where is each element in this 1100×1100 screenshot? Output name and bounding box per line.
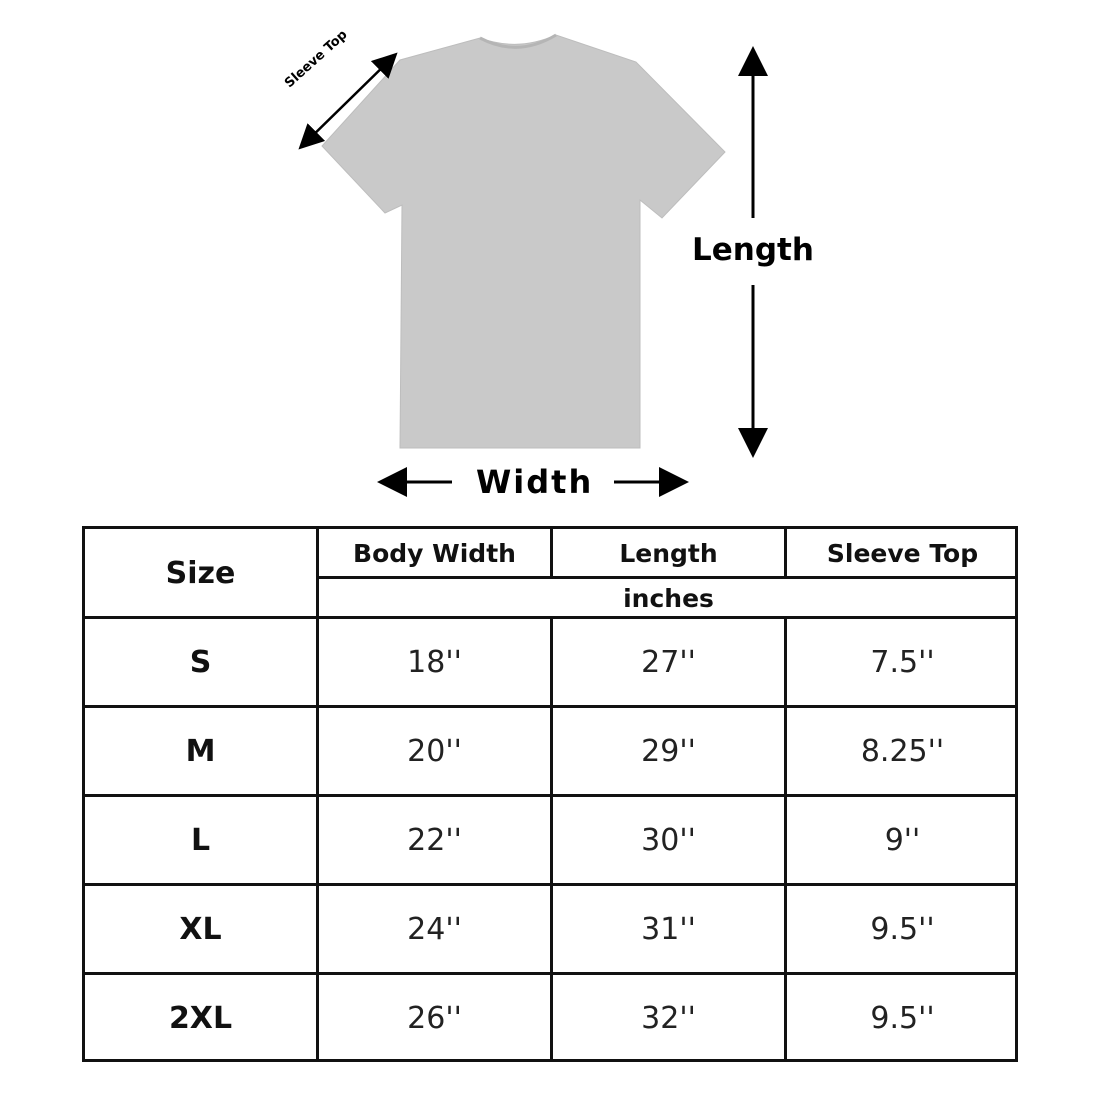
measurement-cell: 31'' [641,911,696,947]
size-cell: M [185,733,216,769]
sleeve-arrow [298,52,398,150]
measurement-cell: 18'' [407,644,462,680]
size-table: Size Body Width Length Sleeve Top inches… [82,526,1018,1062]
measurement-cell: 20'' [407,733,462,769]
measurement-cell: 9'' [884,822,921,858]
size-cell: 2XL [168,1000,233,1036]
size-header: Size [165,555,236,591]
width-label: Width [476,463,594,501]
measurement-cell: 8.25'' [860,733,945,769]
measurement-cell: 7.5'' [870,644,935,680]
tshirt-image [321,34,726,449]
measurement-cell: 29'' [641,733,696,769]
measurement-cell: 24'' [407,911,462,947]
measurement-cell: 26'' [407,1000,462,1036]
unit-label: inches [623,583,714,613]
measurement-cell: 22'' [407,822,462,858]
tshirt-diagram [298,33,768,497]
measurement-cell: 9.5'' [870,911,935,947]
neckline [479,33,557,49]
measurement-cell: 27'' [641,644,696,680]
length-header: Length [619,538,718,568]
body-width-header: Body Width [353,538,516,568]
size-cell: S [189,644,212,680]
measurement-cell: 32'' [641,1000,696,1036]
measurement-cell: 30'' [641,822,696,858]
sleeve-top-header: Sleeve Top [826,538,979,568]
size-cell: L [190,822,211,858]
length-label: Length [692,232,814,268]
size-cell: XL [179,911,222,947]
measurement-cell: 9.5'' [870,1000,935,1036]
